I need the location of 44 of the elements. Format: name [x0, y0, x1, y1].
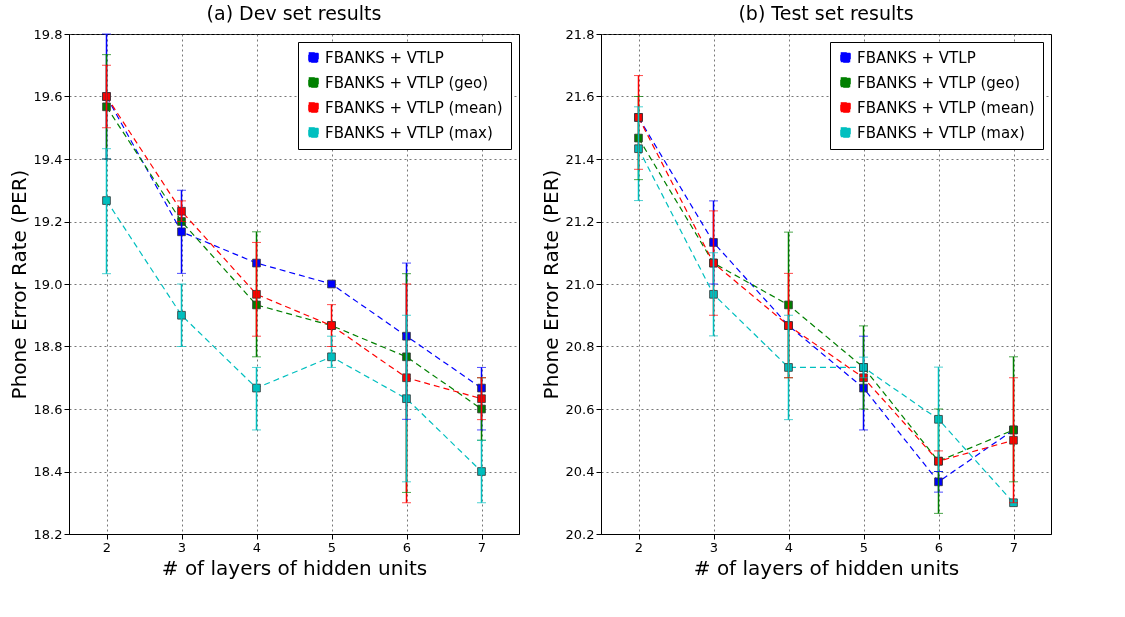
y-tick-label: 18.4	[33, 464, 63, 479]
legend-label: FBANKS + VTLP (mean)	[325, 98, 503, 117]
x-tick-label: 4	[784, 539, 794, 555]
legend-label: FBANKS + VTLP (max)	[857, 123, 1025, 142]
y-axis-title: Phone Error Rate (PER)	[538, 169, 563, 400]
x-tick-label: 7	[477, 539, 487, 555]
y-tick-label: 18.6	[33, 401, 63, 417]
x-axis-title: # of layers of hidden units	[161, 555, 428, 580]
legend-label: FBANKS + VTLP	[857, 48, 976, 67]
y-tick-label: 21.6	[565, 89, 595, 104]
legend-label: FBANKS + VTLP (max)	[325, 123, 493, 142]
y-tick-label: 19.8	[33, 26, 63, 42]
x-tick-label: 4	[252, 539, 262, 555]
y-tick-label: 20.4	[565, 464, 595, 479]
x-tick-label: 3	[177, 539, 187, 555]
legend-label: FBANKS + VTLP	[325, 48, 444, 67]
y-tick-label: 21.2	[565, 214, 595, 229]
y-tick-label: 18.8	[33, 339, 63, 354]
y-tick-label: 20.2	[565, 526, 595, 542]
x-tick-label: 5	[859, 539, 869, 555]
chart-title: (a) Dev set results	[206, 2, 382, 24]
y-tick-label: 18.2	[33, 526, 63, 542]
legend-label: FBANKS + VTLP (geo)	[857, 73, 1021, 92]
y-tick-label: 19.4	[33, 151, 63, 167]
chart-title: (b) Test set results	[738, 2, 914, 24]
x-tick-label: 2	[102, 539, 112, 555]
x-tick-label: 6	[402, 539, 412, 555]
x-tick-label: 5	[327, 539, 337, 555]
y-tick-label: 21.8	[565, 26, 595, 42]
y-tick-label: 19.2	[33, 214, 63, 229]
legend-label: FBANKS + VTLP (mean)	[857, 98, 1035, 117]
y-tick-label: 21.4	[565, 151, 595, 167]
y-tick-label: 21.0	[565, 276, 595, 292]
x-tick-label: 7	[1009, 539, 1019, 555]
y-tick-label: 20.8	[565, 339, 595, 354]
x-tick-label: 3	[709, 539, 719, 555]
y-tick-label: 19.6	[33, 89, 63, 104]
y-axis-title: Phone Error Rate (PER)	[6, 169, 31, 400]
x-tick-label: 2	[634, 539, 644, 555]
y-tick-label: 19.0	[33, 276, 63, 292]
y-tick-label: 20.6	[565, 401, 595, 417]
legend-label: FBANKS + VTLP (geo)	[325, 73, 489, 92]
x-axis-title: # of layers of hidden units	[693, 555, 960, 580]
x-tick-label: 6	[934, 539, 944, 555]
